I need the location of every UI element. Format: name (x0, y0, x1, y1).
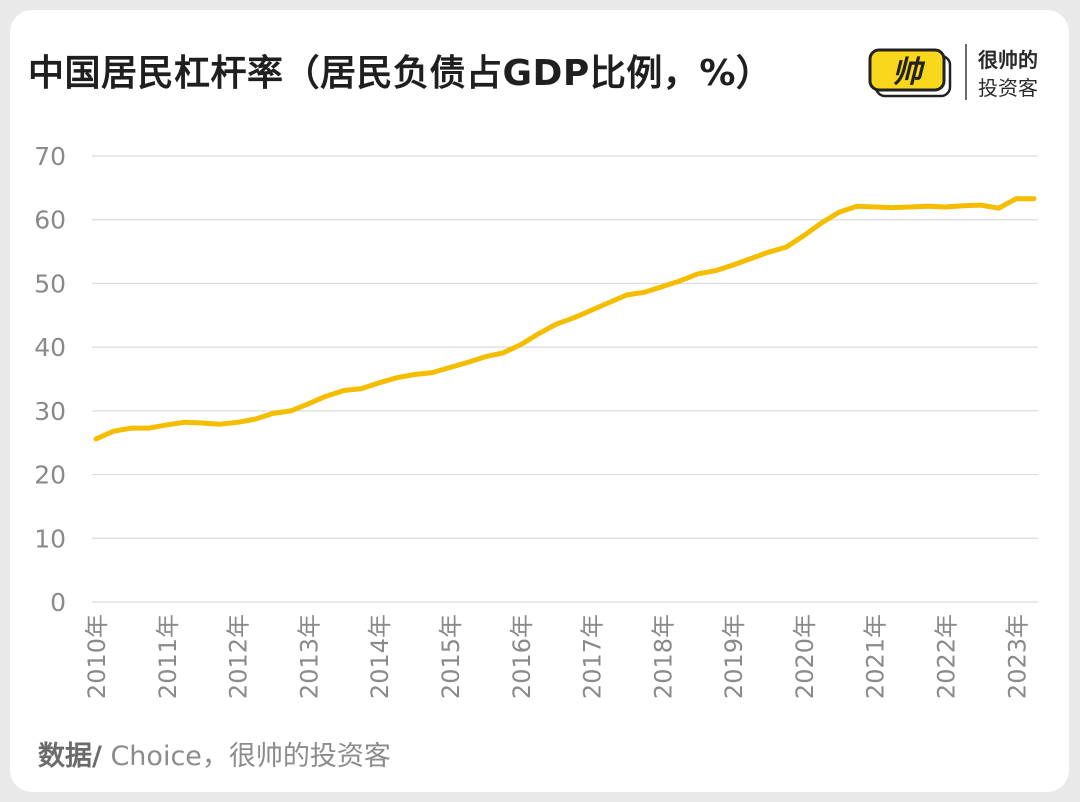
series-line (93, 196, 1037, 442)
x-tick-label: 2016年 (508, 614, 536, 699)
y-tick-label: 50 (34, 269, 66, 298)
svg-text:帅: 帅 (892, 55, 926, 90)
y-tick-label: 0 (50, 588, 66, 617)
y-tick-label: 70 (34, 142, 66, 171)
x-axis-ticks: 2010年 2011年 2012年 2013年 2014年 2015年 2016年 2017年… (83, 614, 1031, 699)
logo-text-line1: 很帅的 (978, 48, 1038, 72)
series-layer (93, 196, 1037, 442)
x-tick-label: 2023年 (1003, 614, 1031, 699)
line-chart: 0 10 20 30 40 50 60 70 2010年 2011年 2012年 2013年 2014… (34, 142, 1038, 699)
y-tick-label: 10 (34, 524, 66, 553)
chart-card: 中国居民杠杆率（居民负债占GDP比例，%） 帅 很帅的 投资客 0 10 20 30 4… (10, 10, 1069, 792)
x-tick-label: 2012年 (225, 614, 253, 699)
gridlines (92, 155, 1038, 603)
y-tick-label: 30 (34, 397, 66, 426)
x-tick-label: 2015年 (437, 614, 465, 699)
y-tick-label: 20 (34, 461, 66, 490)
x-tick-label: 2019年 (720, 614, 748, 699)
x-tick-label: 2022年 (933, 614, 961, 699)
source-text: Choice，很帅的投资客 (101, 741, 391, 772)
chart-title: 中国居民杠杆率（居民负债占GDP比例，%） (28, 53, 773, 94)
source-label: 数据/ (38, 741, 102, 772)
logo-text-line2: 投资客 (978, 76, 1038, 100)
x-tick-label: 2013年 (295, 614, 323, 699)
x-tick-label: 2011年 (154, 614, 182, 699)
shuai-logo-icon: 帅 (868, 48, 952, 98)
source-note: 数据/ Choice，很帅的投资客 (38, 734, 391, 773)
x-tick-label: 2018年 (649, 614, 677, 699)
y-tick-label: 60 (34, 206, 66, 235)
x-tick-label: 2010年 (83, 614, 111, 699)
logo-divider (965, 44, 967, 100)
brand-logo: 帅 很帅的 投资客 (866, 38, 1056, 112)
x-tick-label: 2021年 (862, 614, 890, 699)
y-axis-ticks: 0 10 20 30 40 50 60 70 (34, 142, 66, 617)
x-tick-label: 2020年 (791, 614, 819, 699)
x-tick-label: 2017年 (579, 614, 607, 699)
y-tick-label: 40 (34, 333, 66, 362)
x-tick-label: 2014年 (366, 614, 394, 699)
